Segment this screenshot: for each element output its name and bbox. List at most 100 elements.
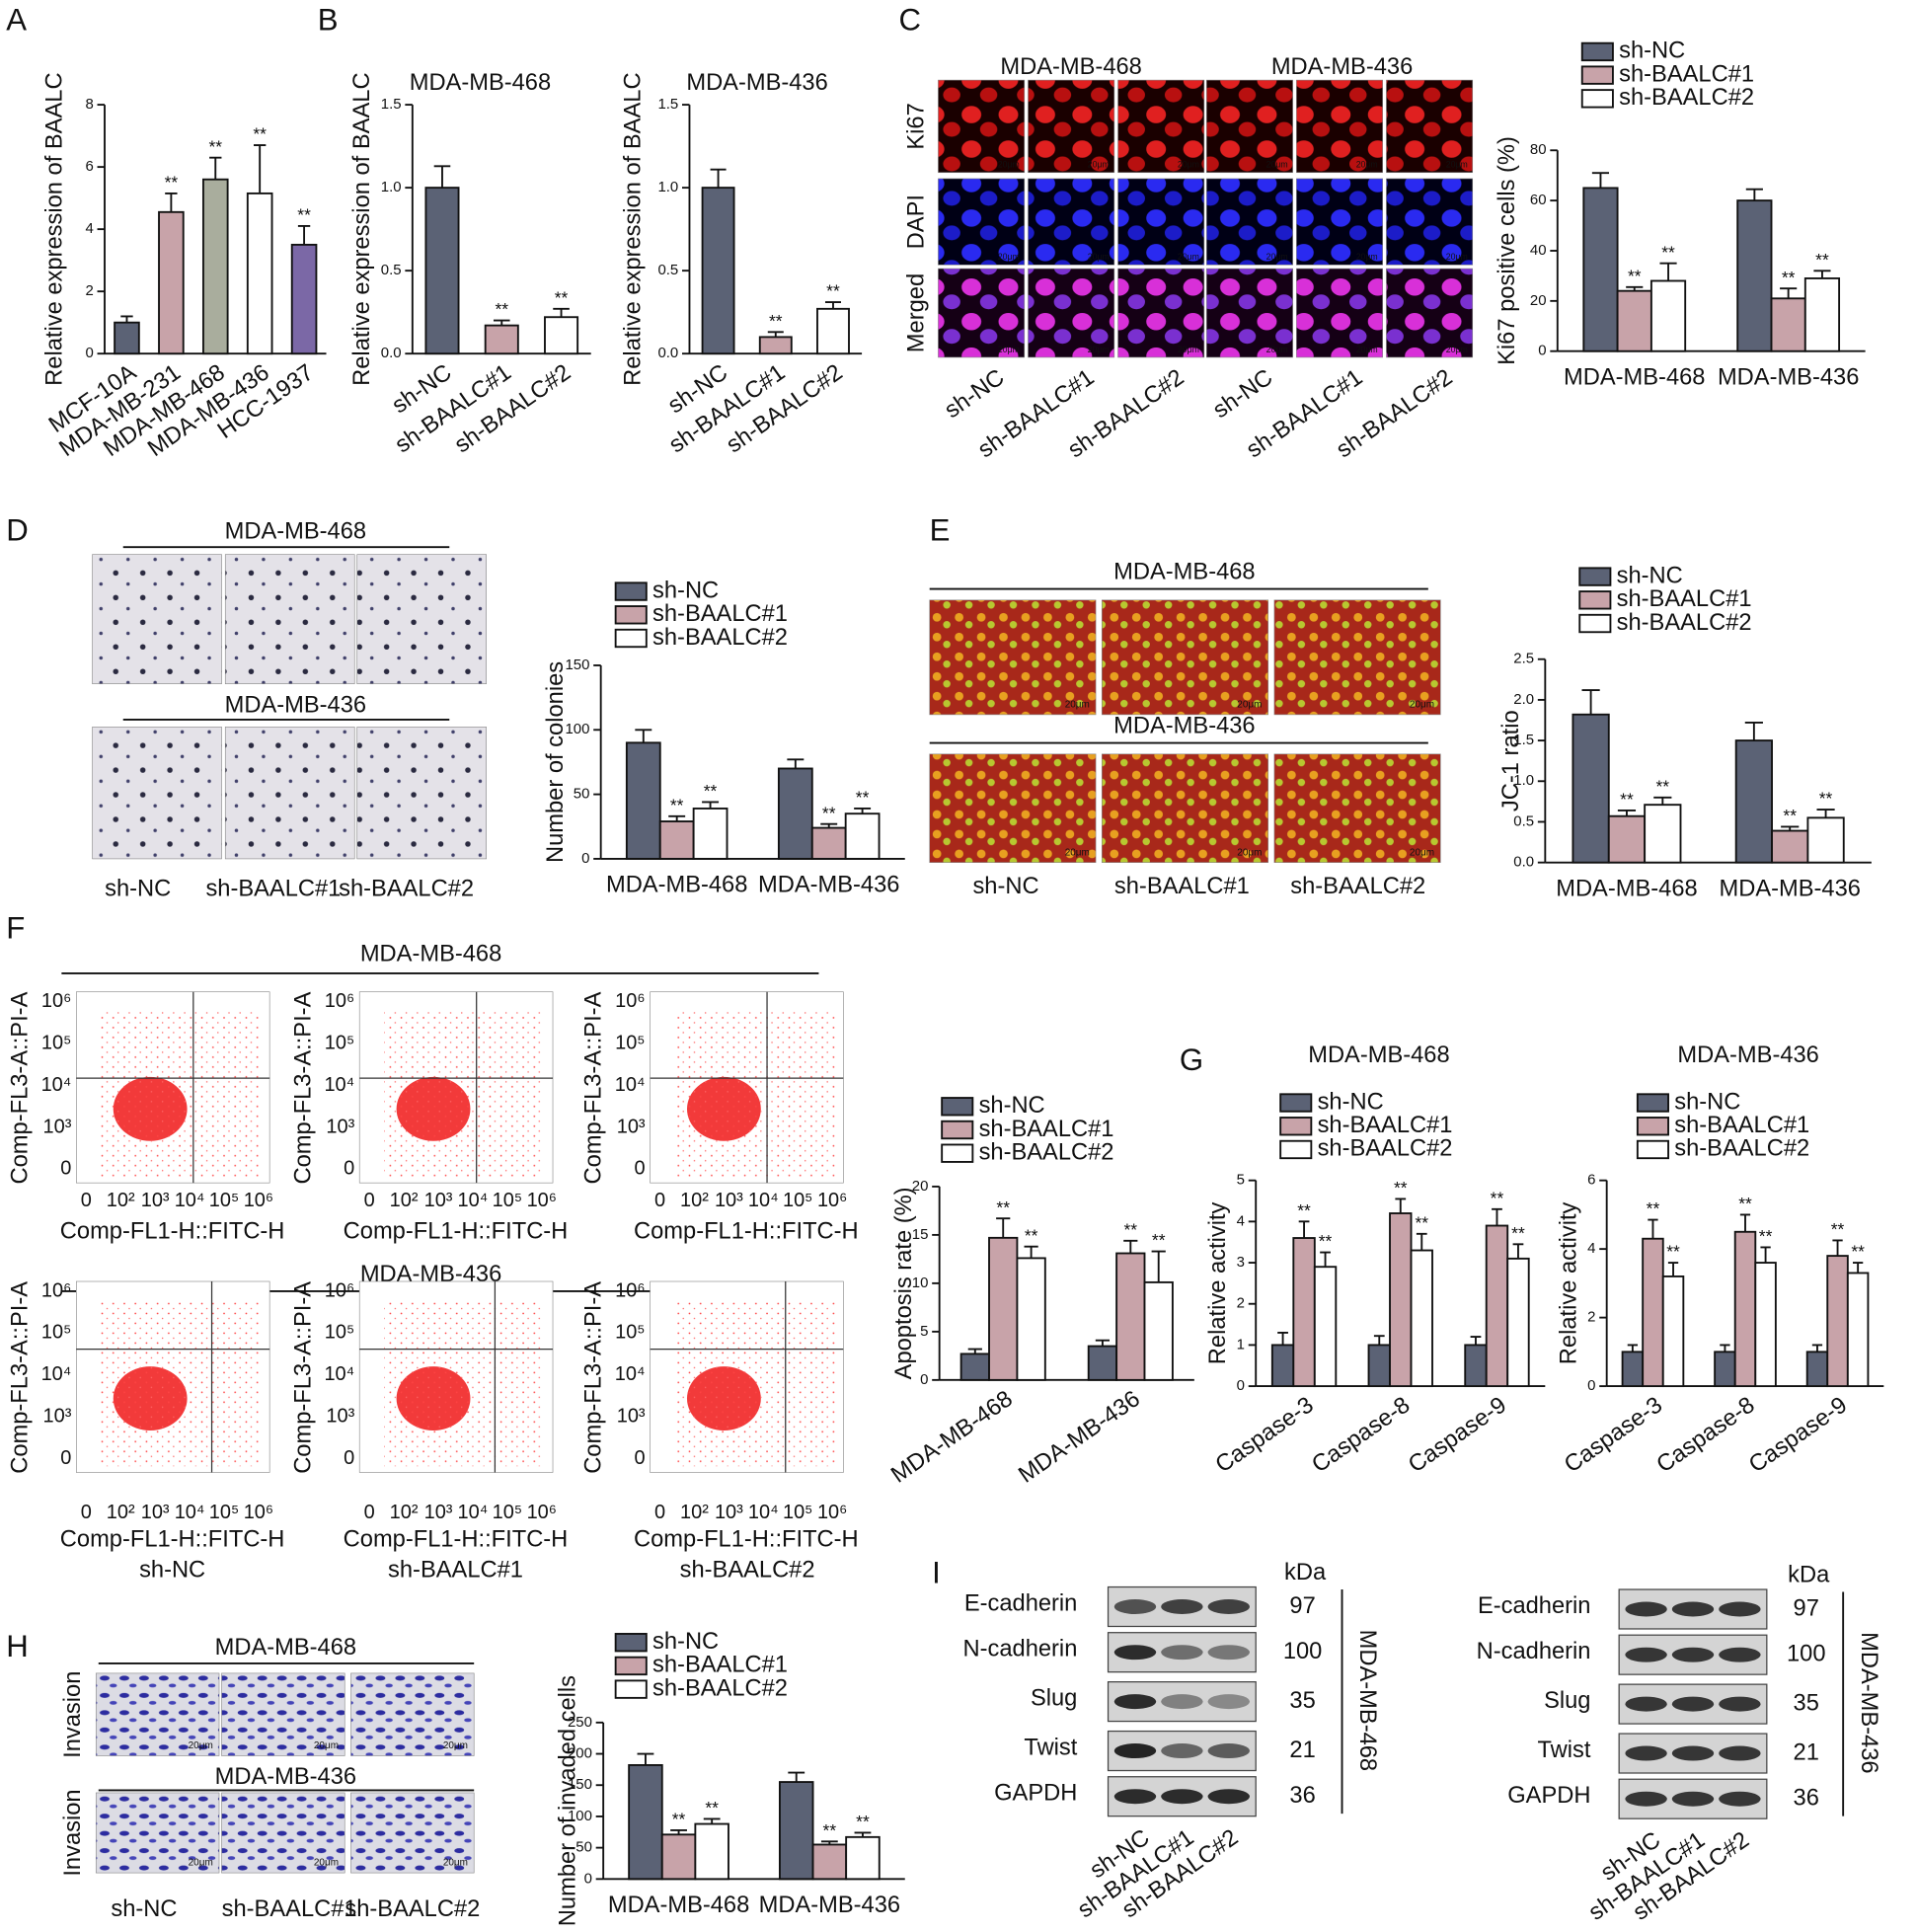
blot-band bbox=[1113, 1599, 1157, 1614]
kda-value: 21 bbox=[1794, 1739, 1819, 1765]
y-axis-label: Number of invaded cells bbox=[556, 1675, 581, 1926]
protein-label: E-cadherin bbox=[964, 1590, 1078, 1616]
micrograph bbox=[1117, 79, 1205, 174]
scale-bar: 20μm bbox=[998, 160, 1020, 170]
scale-bar: 20μm bbox=[1178, 345, 1199, 354]
blot-band bbox=[1625, 1696, 1667, 1712]
kda-value: 100 bbox=[1787, 1641, 1826, 1666]
error-bar bbox=[1816, 809, 1835, 818]
bar bbox=[625, 741, 661, 860]
bar bbox=[1846, 1272, 1870, 1388]
group-title: MDA-MB-468 bbox=[360, 942, 501, 967]
bar bbox=[988, 1236, 1019, 1381]
blot-band bbox=[1719, 1791, 1761, 1807]
legend-swatch bbox=[614, 581, 648, 601]
x-tick-label: MDA-MB-436 bbox=[1720, 876, 1861, 901]
x-tick-label: MDA-MB-436 bbox=[759, 1893, 900, 1918]
scale-bar: 20μm bbox=[1356, 160, 1378, 170]
legend-swatch bbox=[1279, 1093, 1313, 1113]
y-tick-label: 1.0 bbox=[657, 179, 678, 195]
flow-y-tick: 10⁵ bbox=[615, 1322, 645, 1344]
error-bar bbox=[767, 331, 784, 338]
error-bar bbox=[787, 758, 805, 769]
flow-y-tick: 10⁴ bbox=[324, 1363, 354, 1385]
kda-value: 35 bbox=[1794, 1690, 1819, 1716]
y-axis-label: Number of colonies bbox=[543, 661, 569, 863]
error-bar bbox=[1277, 1331, 1288, 1346]
legend-swatch bbox=[1580, 41, 1614, 62]
legend-label: sh-BAALC#1 bbox=[1617, 586, 1752, 612]
bar bbox=[810, 826, 847, 860]
micrograph bbox=[1117, 268, 1205, 358]
error-bar bbox=[1813, 270, 1831, 278]
x-tick-label: Caspase-9 bbox=[1404, 1392, 1511, 1478]
flow-x-tick: 10⁵ bbox=[783, 1502, 812, 1523]
flow-y-tick: 0 bbox=[634, 1158, 645, 1180]
y-tick-label: 1.0 bbox=[1513, 772, 1534, 789]
y-tick-label: 0 bbox=[1587, 1377, 1595, 1394]
legend-swatch bbox=[1636, 1117, 1669, 1136]
bar bbox=[1616, 289, 1652, 352]
error-bar bbox=[433, 165, 451, 189]
micrograph bbox=[1296, 178, 1383, 266]
x-tick-label: MDA-MB-436 bbox=[1014, 1386, 1144, 1489]
significance-label: ** bbox=[1738, 1194, 1752, 1213]
flow-x-label: Comp-FL1-H::FITC-H bbox=[60, 1218, 285, 1244]
bar bbox=[1270, 1344, 1295, 1388]
flow-x-tick: 10⁶ bbox=[527, 1502, 557, 1523]
x-tick-label: MDA-MB-468 bbox=[608, 1893, 749, 1918]
flow-x-tick: 0 bbox=[81, 1502, 92, 1523]
bar bbox=[658, 820, 695, 860]
error-bar bbox=[1653, 796, 1672, 806]
bar bbox=[1506, 1257, 1530, 1388]
blot-band bbox=[1207, 1789, 1250, 1805]
x-tick-label: MDA-MB-468 bbox=[1564, 364, 1705, 390]
scale-bar: 20μm bbox=[1088, 345, 1110, 354]
y-tick-label: 2 bbox=[1587, 1309, 1595, 1326]
flow-y-tick: 10⁵ bbox=[41, 1032, 71, 1053]
bar bbox=[1736, 199, 1773, 352]
error-bar bbox=[1395, 1198, 1407, 1214]
micrograph bbox=[1101, 599, 1269, 716]
error-bar bbox=[1720, 1344, 1730, 1352]
significance-label: ** bbox=[856, 1812, 870, 1831]
y-tick-label: 40 bbox=[1530, 242, 1547, 259]
flow-y-tick: 10⁶ bbox=[325, 1279, 354, 1301]
invasion-image bbox=[350, 1792, 475, 1874]
significance-label: ** bbox=[495, 299, 508, 319]
error-bar bbox=[1492, 1207, 1502, 1226]
scale-bar: 20μm bbox=[1178, 160, 1199, 170]
micrograph bbox=[938, 268, 1026, 358]
invasion-image bbox=[221, 1792, 345, 1874]
micrograph bbox=[1386, 178, 1474, 266]
significance-label: ** bbox=[1511, 1223, 1525, 1243]
legend-label: sh-BAALC#1 bbox=[652, 601, 788, 627]
bar bbox=[1485, 1224, 1509, 1388]
y-tick-label: 2 bbox=[85, 282, 93, 299]
protein-label: Slug bbox=[1544, 1688, 1590, 1714]
cell-line-label: MDA-MB-436 bbox=[1856, 1632, 1881, 1774]
colony-plate bbox=[92, 554, 222, 685]
group-title: MDA-MB-436 bbox=[225, 692, 366, 718]
colony-plate bbox=[356, 554, 487, 685]
blot-band bbox=[1671, 1601, 1715, 1617]
micrograph bbox=[938, 178, 1026, 266]
group-title: MDA-MB-468 bbox=[1113, 560, 1255, 585]
flow-x-tick: 10² bbox=[680, 1502, 709, 1523]
significance-label: ** bbox=[208, 136, 222, 156]
y-tick-label: 20 bbox=[1530, 292, 1547, 309]
y-tick-label: 4 bbox=[1237, 1212, 1245, 1229]
scale-bar: 20μm bbox=[1088, 252, 1110, 262]
blot-band bbox=[1719, 1696, 1761, 1712]
scale-bar: 20μm bbox=[443, 1740, 468, 1751]
flow-y-tick: 10⁶ bbox=[41, 990, 71, 1012]
legend-label: sh-BAALC#1 bbox=[1674, 1113, 1809, 1138]
flow-x-tick: 10⁴ bbox=[175, 1502, 205, 1523]
flow-x-label: Comp-FL1-H::FITC-H bbox=[634, 1218, 859, 1244]
y-tick-label: 1.5 bbox=[381, 96, 402, 113]
error-bar bbox=[788, 1771, 805, 1783]
flow-y-tick: 10⁴ bbox=[615, 1363, 646, 1385]
